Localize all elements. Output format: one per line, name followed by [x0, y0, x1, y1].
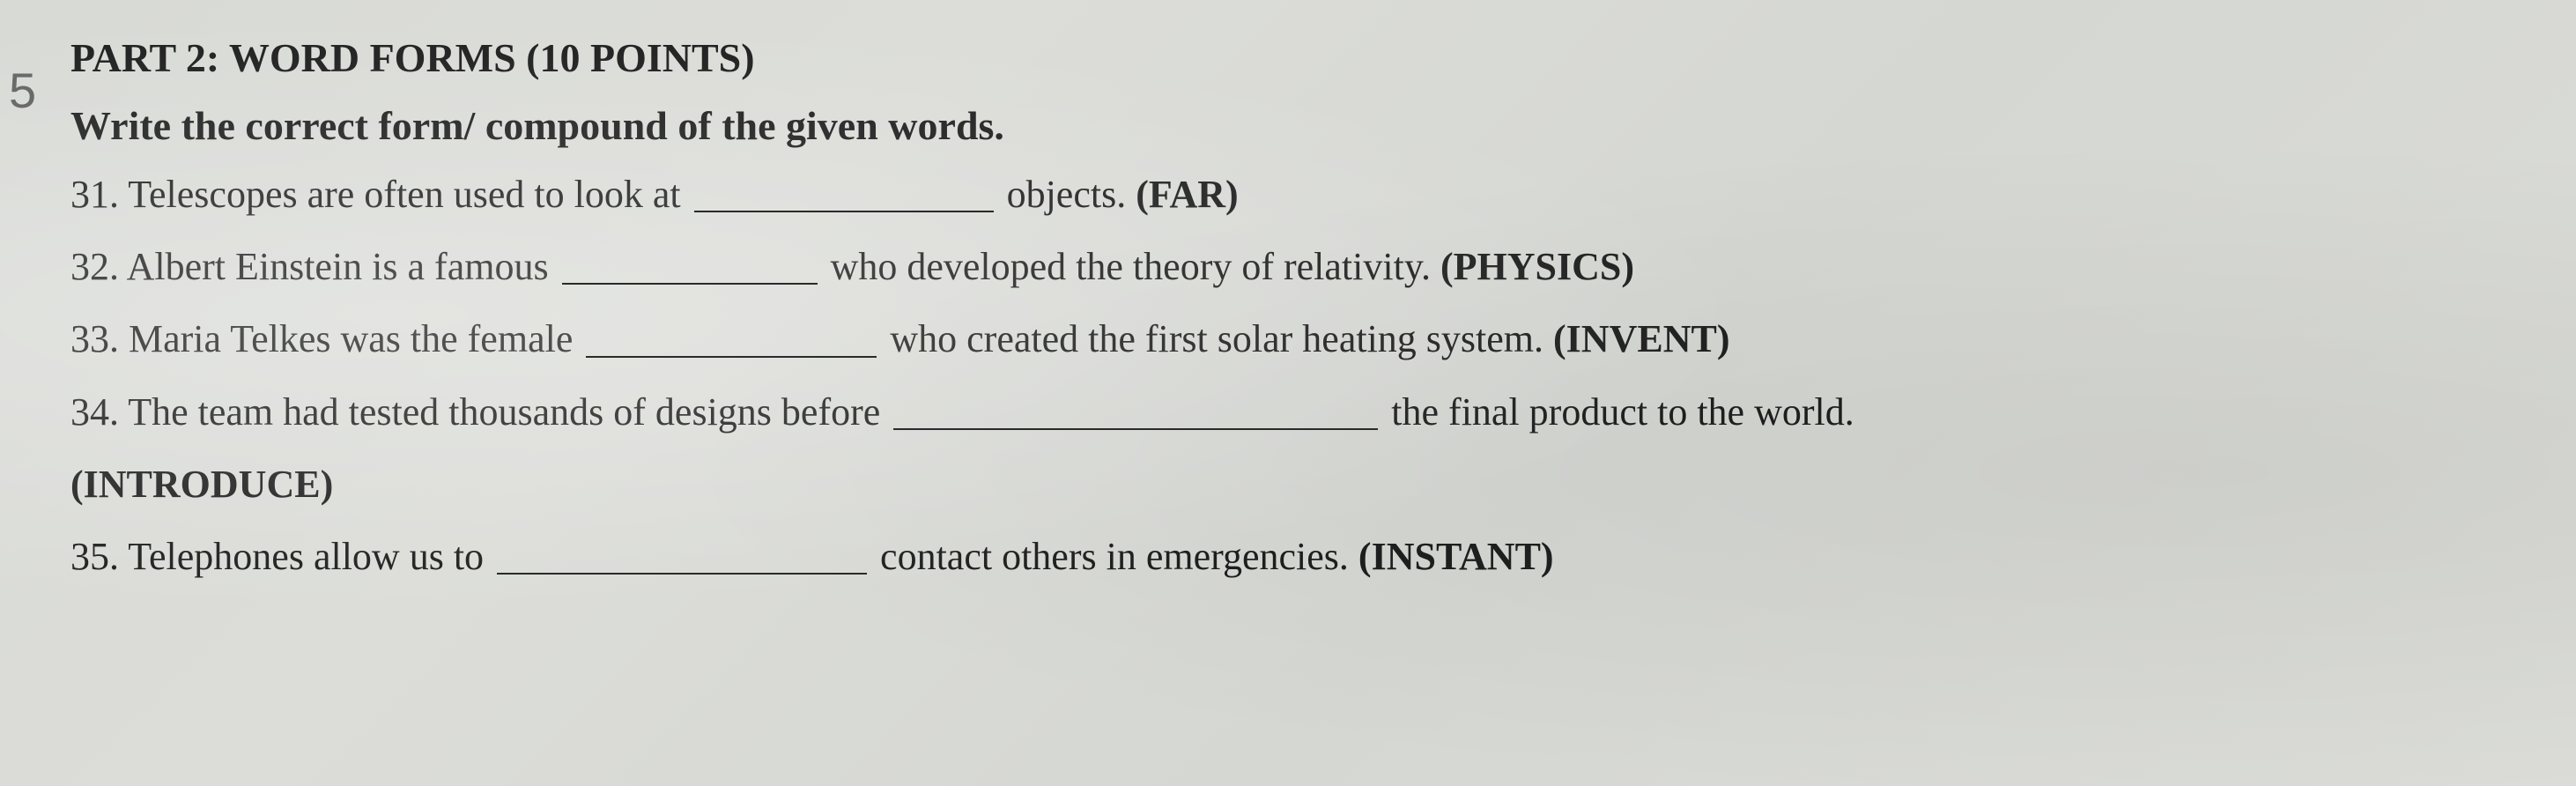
instruction-text: Write the correct form/ compound of the … — [70, 94, 2541, 157]
question-number: 35. — [70, 535, 119, 578]
word-hint: (FAR) — [1136, 173, 1238, 216]
margin-handwritten-number: 5 — [9, 53, 36, 130]
question-text-post: objects. — [997, 173, 1136, 216]
question-row: 32. Albert Einstein is a famous who deve… — [70, 237, 2541, 297]
word-hint: (INTRODUCE) — [70, 463, 333, 506]
question-number: 31. — [70, 173, 119, 216]
question-text-pre: Albert Einstein is a famous — [119, 245, 559, 288]
answer-blank[interactable] — [893, 388, 1378, 430]
continuation-hint-line: (INTRODUCE) — [70, 455, 2541, 515]
word-hint: (PHYSICS) — [1440, 245, 1634, 288]
word-hint: (INSTANT) — [1358, 535, 1554, 578]
question-text-post: contact others in emergencies. — [870, 535, 1358, 578]
answer-blank[interactable] — [562, 242, 818, 285]
question-text-pre: Telephones allow us to — [119, 535, 493, 578]
question-text-post: who developed the theory of relativity. — [821, 245, 1440, 288]
answer-blank[interactable] — [694, 170, 994, 212]
question-number: 33. — [70, 318, 119, 361]
question-row: 33. Maria Telkes was the female who crea… — [70, 309, 2541, 369]
question-row: 34. The team had tested thousands of des… — [70, 382, 2541, 442]
question-text-post: the final product to the world. — [1381, 390, 1854, 434]
questions-container: 31. Telescopes are often used to look at… — [70, 165, 2541, 588]
answer-blank[interactable] — [586, 315, 877, 357]
question-text-pre: Maria Telkes was the female — [119, 318, 582, 361]
question-row: 35. Telephones allow us to contact other… — [70, 527, 2541, 587]
question-number: 32. — [70, 245, 119, 288]
question-number: 34. — [70, 390, 119, 434]
section-title: PART 2: WORD FORMS (10 POINTS) — [70, 26, 2541, 89]
question-row: 31. Telescopes are often used to look at… — [70, 165, 2541, 225]
word-hint: (INVENT) — [1553, 318, 1729, 361]
question-text-pre: The team had tested thousands of designs… — [119, 390, 890, 434]
question-text-pre: Telescopes are often used to look at — [119, 173, 691, 216]
answer-blank[interactable] — [497, 532, 867, 575]
question-text-post: who created the first solar heating syst… — [880, 318, 1553, 361]
